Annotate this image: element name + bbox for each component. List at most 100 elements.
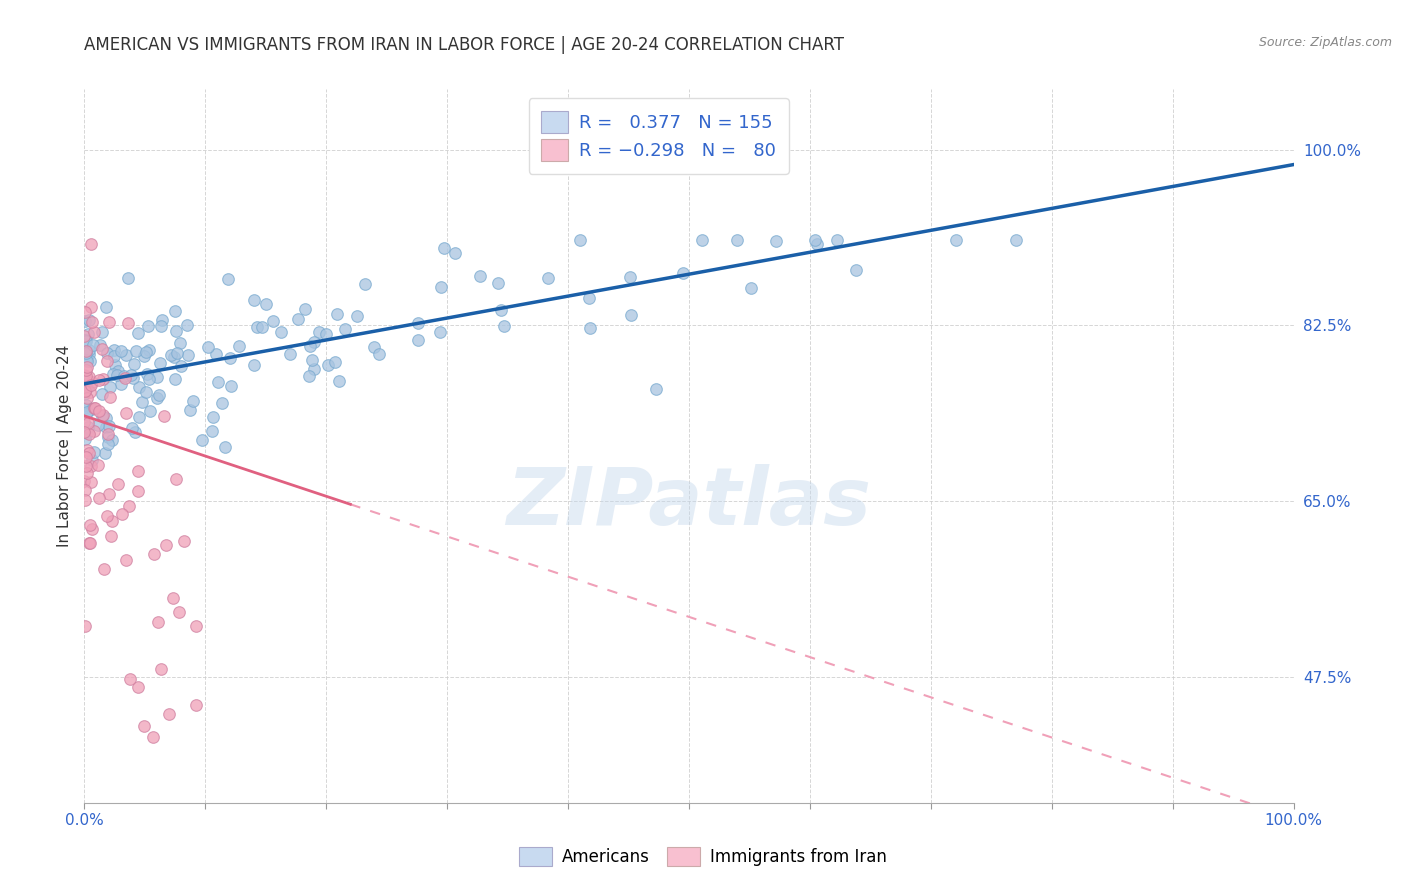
Point [73,304,96,318]
Point [115,348,138,362]
Point [101,367,124,381]
Text: ZIPatlas: ZIPatlas [506,464,872,542]
Point [91,372,114,386]
Point [79,353,101,368]
Point [304,335,326,350]
Point [242,358,264,372]
Point [96,354,118,368]
Point [100,379,122,393]
Point [128,380,150,394]
Point [136,368,159,382]
Point [76,359,98,374]
Point [90,386,112,401]
Point [118,672,141,686]
Point [146,370,169,384]
Point [201,409,224,424]
Point [79,535,101,549]
Point [186,619,208,633]
Point [205,347,228,361]
Point [167,605,190,619]
Point [671,266,693,280]
Point [73,384,96,398]
Point [110,376,132,391]
Point [101,514,124,528]
Point [162,591,184,605]
Point [117,316,139,330]
Point [803,233,825,247]
Point [153,409,176,424]
Point [76,391,98,405]
Point [87,491,110,505]
Point [91,409,114,423]
Point [177,348,200,362]
Point [115,406,138,420]
Point [98,418,121,433]
Point [73,384,96,399]
Point [75,407,97,421]
Point [433,242,456,256]
Point [142,731,165,745]
Point [825,233,848,247]
Point [73,343,96,358]
Point [308,325,330,339]
Point [845,263,868,277]
Point [124,425,146,439]
Point [537,270,560,285]
Point [298,368,321,383]
Point [316,358,339,372]
Point [278,347,301,361]
Point [128,410,150,425]
Point [75,346,97,360]
Point [73,474,96,488]
Point [725,233,748,247]
Point [100,390,122,404]
Point [146,391,169,405]
Point [218,351,240,365]
Point [107,364,129,378]
Point [76,405,98,419]
Point [690,233,713,247]
Point [160,348,183,362]
Point [120,368,142,383]
Point [138,318,160,333]
Point [89,338,111,352]
Point [73,433,96,447]
Point [217,272,239,286]
Point [169,335,191,350]
Point [86,458,108,473]
Point [79,312,101,326]
Point [262,314,284,328]
Legend: R =   0.377   N = 155, R = −0.298   N =   80: R = 0.377 N = 155, R = −0.298 N = 80 [529,98,789,174]
Point [124,357,146,371]
Point [80,475,103,489]
Point [80,315,103,329]
Point [75,334,97,348]
Point [132,349,155,363]
Point [75,458,97,473]
Point [176,318,198,332]
Point [644,382,666,396]
Point [90,409,112,424]
Point [142,548,165,562]
Point [945,233,967,247]
Point [301,352,323,367]
Point [139,403,162,417]
Point [201,425,224,439]
Point [328,374,350,388]
Point [294,302,316,317]
Point [77,343,100,357]
Point [96,346,118,360]
Point [80,236,103,251]
Point [75,368,97,383]
Y-axis label: In Labor Force | Age 20-24: In Labor Force | Age 20-24 [58,345,73,547]
Point [117,270,139,285]
Point [254,297,277,311]
Point [93,562,115,576]
Point [107,477,129,491]
Point [270,325,292,339]
Point [79,300,101,314]
Text: AMERICAN VS IMMIGRANTS FROM IRAN IN LABOR FORCE | AGE 20-24 CORRELATION CHART: AMERICAN VS IMMIGRANTS FROM IRAN IN LABO… [84,36,845,54]
Text: Source: ZipAtlas.com: Source: ZipAtlas.com [1258,36,1392,49]
Point [620,308,643,322]
Point [219,378,242,392]
